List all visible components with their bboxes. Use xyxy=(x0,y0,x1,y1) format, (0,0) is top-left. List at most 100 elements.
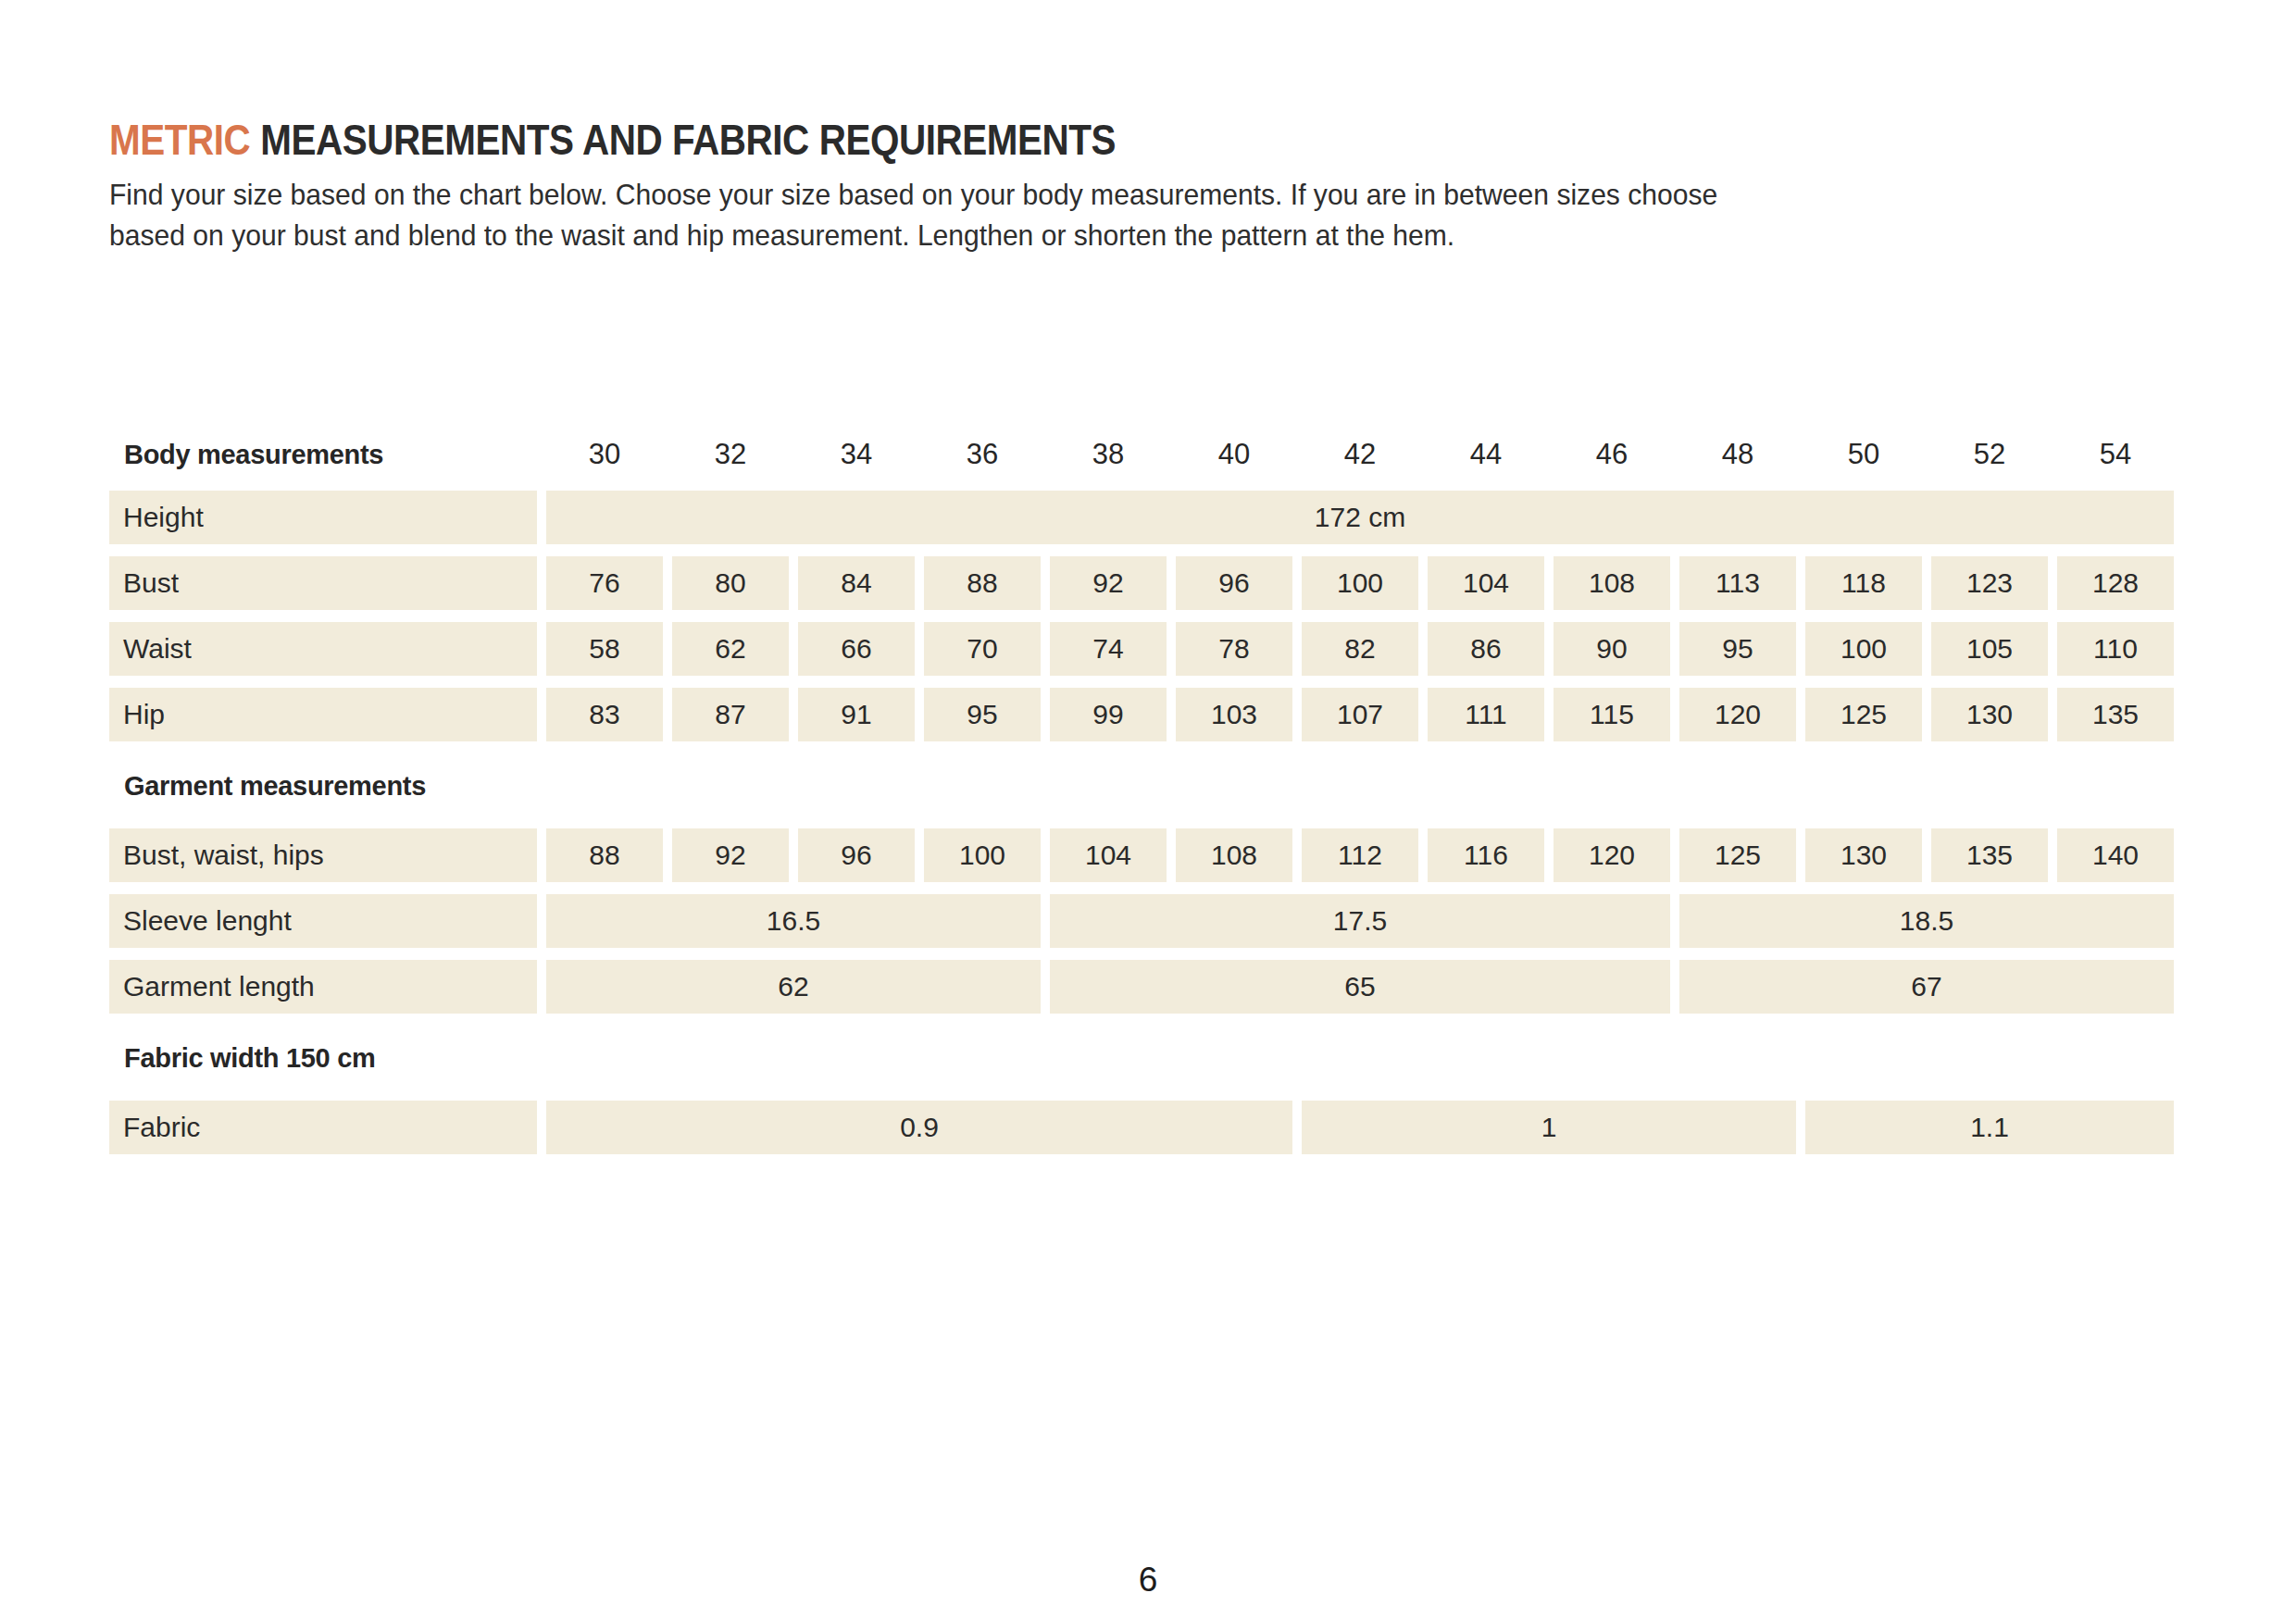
cell-merged-value: 17.5 xyxy=(1050,894,1670,948)
cell-value: 115 xyxy=(1554,688,1670,741)
intro-line-2: based on your bust and blend to the wasi… xyxy=(109,215,2050,255)
cell-value: 104 xyxy=(1050,828,1167,882)
cell-value: 120 xyxy=(1679,688,1796,741)
cell-value: 83 xyxy=(546,688,663,741)
row-label: Sleeve lenght xyxy=(109,894,537,948)
cell-value: 140 xyxy=(2057,828,2174,882)
cell-value: 107 xyxy=(1302,688,1418,741)
cell-merged-value: 0.9 xyxy=(546,1101,1292,1154)
cell-value: 104 xyxy=(1428,556,1544,610)
section-label-garment-measurements: Garment measurements xyxy=(109,769,2174,803)
size-table: Body measurements 30 32 34 36 38 40 42 44 46 48 50… xyxy=(109,433,2174,1154)
cell-value: 116 xyxy=(1428,828,1544,882)
header-size-52: 52 xyxy=(1931,438,2048,471)
cell-merged-value: 172 cm xyxy=(546,491,2174,544)
table-row-fabric: Fabric0.911.1 xyxy=(109,1101,2174,1154)
cell-merged-value: 1.1 xyxy=(1805,1101,2174,1154)
cell-value: 130 xyxy=(1805,828,1922,882)
cell-value: 99 xyxy=(1050,688,1167,741)
size-table-body: Height172 cmBust768084889296100104108113… xyxy=(109,491,2174,1154)
header-size-40: 40 xyxy=(1176,438,1292,471)
header-size-42: 42 xyxy=(1302,438,1418,471)
cell-value: 95 xyxy=(924,688,1041,741)
header-size-48: 48 xyxy=(1679,438,1796,471)
page-title: METRIC MEASUREMENTS AND FABRIC REQUIREME… xyxy=(109,117,1885,163)
cell-value: 87 xyxy=(672,688,789,741)
cell-merged-value: 65 xyxy=(1050,960,1670,1014)
table-row-height: Height172 cm xyxy=(109,491,2174,544)
cell-value: 88 xyxy=(924,556,1041,610)
header-size-46: 46 xyxy=(1554,438,1670,471)
cell-merged-value: 62 xyxy=(546,960,1041,1014)
table-row-bust: Bust768084889296100104108113118123128 xyxy=(109,556,2174,610)
cell-value: 66 xyxy=(798,622,915,676)
cell-value: 78 xyxy=(1176,622,1292,676)
row-label: Garment length xyxy=(109,960,537,1014)
cell-value: 128 xyxy=(2057,556,2174,610)
header-size-54: 54 xyxy=(2057,438,2174,471)
cell-value: 58 xyxy=(546,622,663,676)
page-title-highlight: METRIC xyxy=(109,115,250,164)
cell-value: 90 xyxy=(1554,622,1670,676)
cell-value: 103 xyxy=(1176,688,1292,741)
cell-value: 123 xyxy=(1931,556,2048,610)
cell-value: 88 xyxy=(546,828,663,882)
header-size-34: 34 xyxy=(798,438,915,471)
cell-value: 125 xyxy=(1805,688,1922,741)
row-label: Hip xyxy=(109,688,537,741)
cell-value: 108 xyxy=(1176,828,1292,882)
table-row-bust-waist-hips: Bust, waist, hips889296100104108112116 12… xyxy=(109,828,2174,882)
header-size-32: 32 xyxy=(672,438,789,471)
cell-merged-value: 16.5 xyxy=(546,894,1041,948)
cell-value: 100 xyxy=(1302,556,1418,610)
cell-value: 80 xyxy=(672,556,789,610)
cell-value: 135 xyxy=(1931,828,2048,882)
cell-merged-value: 67 xyxy=(1679,960,2174,1014)
cell-value: 82 xyxy=(1302,622,1418,676)
intro-line-1: Find your size based on the chart below.… xyxy=(109,174,2050,215)
cell-value: 86 xyxy=(1428,622,1544,676)
cell-merged-value: 1 xyxy=(1302,1101,1796,1154)
section-label-fabric-width-150-cm: Fabric width 150 cm xyxy=(109,1041,2174,1075)
page-number: 6 xyxy=(0,1561,2296,1599)
cell-value: 105 xyxy=(1931,622,2048,676)
cell-value: 108 xyxy=(1554,556,1670,610)
cell-merged-value: 18.5 xyxy=(1679,894,2174,948)
cell-value: 74 xyxy=(1050,622,1167,676)
header-size-50: 50 xyxy=(1805,438,1922,471)
cell-value: 118 xyxy=(1805,556,1922,610)
cell-value: 76 xyxy=(546,556,663,610)
table-row-waist: Waist58626670747882869095100105110 xyxy=(109,622,2174,676)
cell-value: 100 xyxy=(1805,622,1922,676)
header-body-measurements-label: Body measurements xyxy=(109,440,537,470)
table-row-sleeve-lenght: Sleeve lenght16.517.518.5 xyxy=(109,894,2174,948)
cell-value: 112 xyxy=(1302,828,1418,882)
row-label: Bust, waist, hips xyxy=(109,828,537,882)
header-size-44: 44 xyxy=(1428,438,1544,471)
cell-value: 84 xyxy=(798,556,915,610)
cell-value: 92 xyxy=(1050,556,1167,610)
cell-value: 135 xyxy=(2057,688,2174,741)
cell-value: 92 xyxy=(672,828,789,882)
row-label: Fabric xyxy=(109,1101,537,1154)
row-label: Height xyxy=(109,491,537,544)
cell-value: 95 xyxy=(1679,622,1796,676)
cell-value: 96 xyxy=(798,828,915,882)
row-label: Bust xyxy=(109,556,537,610)
page-title-rest: MEASUREMENTS AND FABRIC REQUIREMENTS xyxy=(250,115,1116,164)
cell-value: 100 xyxy=(924,828,1041,882)
cell-value: 110 xyxy=(2057,622,2174,676)
cell-value: 91 xyxy=(798,688,915,741)
size-table-header-row: Body measurements 30 32 34 36 38 40 42 44 46 48 50… xyxy=(109,433,2174,476)
cell-value: 70 xyxy=(924,622,1041,676)
table-row-hip: Hip8387919599103107111115120125130135 xyxy=(109,688,2174,741)
header-size-30: 30 xyxy=(546,438,663,471)
header-size-36: 36 xyxy=(924,438,1041,471)
header-size-38: 38 xyxy=(1050,438,1167,471)
intro-paragraph: Find your size based on the chart below.… xyxy=(109,174,2050,255)
cell-value: 130 xyxy=(1931,688,2048,741)
cell-value: 62 xyxy=(672,622,789,676)
cell-value: 111 xyxy=(1428,688,1544,741)
cell-value: 125 xyxy=(1679,828,1796,882)
table-row-garment-length: Garment length626567 xyxy=(109,960,2174,1014)
